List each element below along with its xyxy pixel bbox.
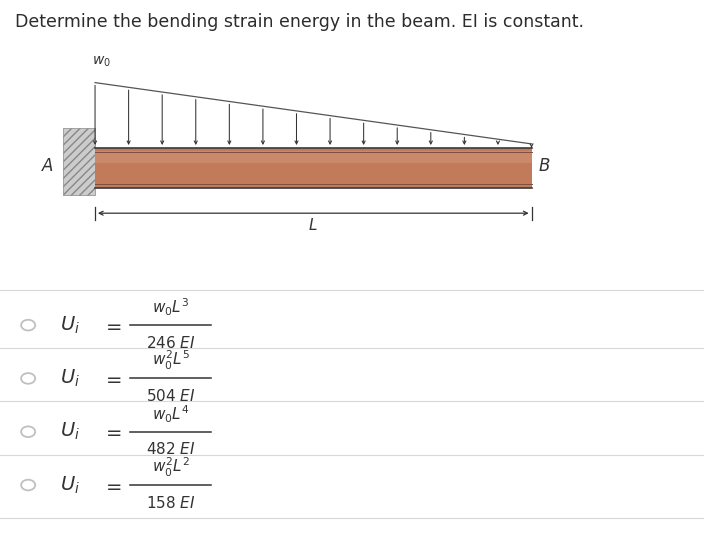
Text: $U_i$: $U_i$ bbox=[60, 421, 80, 442]
Text: $w_0L^4$: $w_0L^4$ bbox=[152, 403, 189, 425]
Text: $=$: $=$ bbox=[102, 422, 122, 441]
Text: $L$: $L$ bbox=[308, 217, 318, 233]
Bar bbox=[63, 128, 95, 195]
Text: B: B bbox=[539, 157, 550, 175]
Text: $U_i$: $U_i$ bbox=[60, 474, 80, 496]
Text: $w_0^2L^5$: $w_0^2L^5$ bbox=[152, 349, 189, 373]
Text: 482 $EI$: 482 $EI$ bbox=[146, 441, 196, 457]
Text: 246 $EI$: 246 $EI$ bbox=[146, 335, 196, 351]
Text: $=$: $=$ bbox=[102, 475, 122, 495]
Text: 158 $EI$: 158 $EI$ bbox=[146, 495, 196, 511]
Text: A: A bbox=[42, 157, 53, 175]
Text: Determine the bending strain energy in the beam. EI is constant.: Determine the bending strain energy in t… bbox=[15, 13, 584, 31]
Text: 504 $EI$: 504 $EI$ bbox=[146, 388, 196, 404]
Bar bbox=[95, 151, 532, 163]
Text: $=$: $=$ bbox=[102, 316, 122, 335]
Text: $U_i$: $U_i$ bbox=[60, 368, 80, 389]
Bar bbox=[95, 148, 532, 188]
Text: $U_i$: $U_i$ bbox=[60, 314, 80, 336]
Text: $w_0$: $w_0$ bbox=[92, 55, 111, 69]
Text: $w_0^2L^2$: $w_0^2L^2$ bbox=[152, 456, 189, 479]
Text: $=$: $=$ bbox=[102, 369, 122, 388]
Text: $w_0L^3$: $w_0L^3$ bbox=[152, 297, 189, 318]
